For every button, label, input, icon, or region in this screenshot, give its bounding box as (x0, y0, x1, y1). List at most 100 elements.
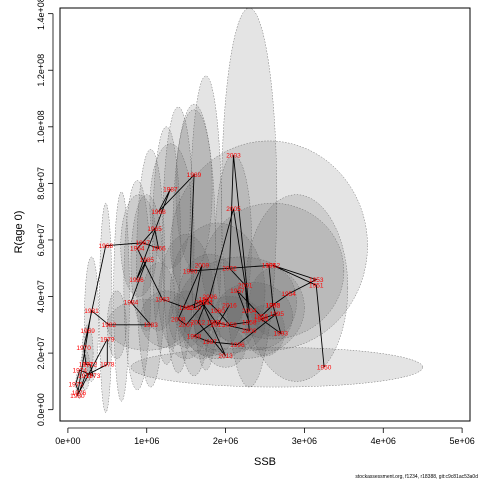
year-label-2005: 2005 (226, 206, 241, 213)
year-label-1994: 1994 (254, 316, 269, 323)
uncertainty-ellipse-28 (183, 313, 221, 360)
year-label-2007: 2007 (179, 322, 194, 329)
year-label-1999: 1999 (207, 319, 222, 326)
year-label-1991: 1991 (262, 263, 277, 270)
y-tick-label-2.0e+07: 2.0e+07 (36, 337, 46, 370)
year-label-1995: 1995 (270, 311, 285, 318)
year-label-1980: 1980 (70, 393, 85, 400)
x-tick-label-1e+06: 1e+06 (134, 436, 159, 446)
year-label-1998: 1998 (187, 333, 202, 340)
y-tick-label-8.0e+07: 8.0e+07 (36, 167, 46, 200)
year-label-1956: 1956 (254, 314, 269, 321)
y-tick-label-1.2e+08: 1.2e+08 (36, 54, 46, 87)
year-label-1961: 1961 (199, 297, 214, 304)
year-label-1965: 1965 (147, 226, 162, 233)
year-label-2013: 2013 (218, 353, 233, 360)
uncertainty-ellipse-33 (84, 256, 99, 382)
year-label-2009: 2009 (195, 263, 210, 270)
year-label-1966: 1966 (151, 246, 166, 253)
year-label-1978: 1978 (100, 362, 115, 369)
y-axis-label: R(age 0) (13, 211, 25, 254)
year-label-2008: 2008 (171, 316, 186, 323)
uncertainty-ellipse-15 (213, 282, 293, 351)
uncertainty-ellipse-12 (178, 256, 305, 360)
year-label-1975: 1975 (69, 382, 84, 389)
year-label-1954: 1954 (281, 291, 296, 298)
axes: 0e+00 1e+06 2e+06 3e+06 4e+06 5e+06 0.0e+00 2.0… (36, 0, 475, 446)
year-label-2010: 2010 (187, 305, 202, 312)
footer-text: stockassessment.org, f1234, r18388, git:… (355, 474, 478, 480)
uncertainty-ellipse-9 (99, 202, 113, 413)
year-label-1979: 1979 (100, 336, 115, 343)
year-label-1955: 1955 (266, 302, 281, 309)
uncertainty-ellipse-23 (175, 109, 213, 269)
year-label-2000: 2000 (242, 328, 257, 335)
uncertainty-ellipse-14 (130, 347, 423, 388)
year-label-1977: 1977 (78, 373, 93, 380)
uncertainty-ellipse-26 (245, 304, 285, 357)
year-label-1952: 1952 (266, 263, 281, 270)
x-tick-label-2e+06: 2e+06 (213, 436, 238, 446)
trajectory-line (75, 155, 325, 396)
year-label-1974: 1974 (72, 367, 87, 374)
year-label-2002: 2002 (222, 266, 237, 273)
year-label-1953: 1953 (309, 277, 324, 284)
year-label-1971: 1971 (79, 362, 94, 369)
year-label-1973: 1973 (86, 373, 101, 380)
uncertainty-ellipse-22 (149, 143, 192, 269)
year-label-2011: 2011 (199, 299, 213, 306)
year-label-1960: 1960 (210, 308, 225, 315)
year-label-1983: 1983 (143, 322, 158, 329)
year-label-1951: 1951 (309, 283, 324, 290)
y-tick-label-1.0e+08: 1.0e+08 (36, 110, 46, 143)
year-label-1985: 1985 (139, 257, 154, 264)
x-tick-label-5e+06: 5e+06 (449, 436, 474, 446)
year-label-1958: 1958 (242, 319, 257, 326)
year-label-1981: 1981 (84, 308, 99, 315)
y-tick-label-4.0e+07: 4.0e+07 (36, 280, 46, 313)
year-label-1957: 1957 (230, 288, 245, 295)
x-axis-label: SSB (254, 456, 276, 468)
year-label-1970: 1970 (76, 345, 91, 352)
year-label-2012: 2012 (191, 319, 206, 326)
uncertainty-ellipses (75, 7, 423, 413)
uncertainty-ellipse-21 (120, 194, 158, 297)
year-label-1993: 1993 (274, 331, 289, 338)
year-label-1976: 1976 (72, 390, 87, 397)
y-tick-label-1.4e+08: 1.4e+08 (36, 0, 46, 30)
year-label-1964: 1964 (130, 246, 145, 253)
year-label-2015: 2015 (210, 322, 225, 329)
year-label-2006: 2006 (203, 294, 218, 301)
year-label-1989: 1989 (187, 172, 202, 179)
year-label-1967: 1967 (136, 240, 151, 247)
y-tick-label-0.0e+00: 0.0e+00 (36, 393, 46, 426)
year-label-2014: 2014 (195, 299, 210, 306)
x-tick-label-0e+00: 0e+00 (55, 436, 80, 446)
x-tick-label-3e+06: 3e+06 (292, 436, 317, 446)
year-label-1997: 1997 (203, 339, 218, 346)
year-label-1990: 1990 (183, 268, 198, 275)
year-label-1963: 1963 (155, 297, 170, 304)
year-label-1972: 1972 (83, 362, 98, 369)
uncertainty-ellipse-5 (152, 126, 181, 365)
year-label-1969: 1969 (80, 328, 95, 335)
uncertainty-ellipse-27 (205, 327, 246, 368)
uncertainty-ellipse-30 (142, 262, 175, 331)
uncertainty-ellipse-18 (158, 234, 214, 360)
y-tick-label-6.0e+07: 6.0e+07 (36, 224, 46, 257)
year-label-1984: 1984 (124, 299, 139, 306)
x-tick-label-4e+06: 4e+06 (371, 436, 396, 446)
year-label-1962: 1962 (179, 305, 194, 312)
year-label-1988: 1988 (151, 209, 166, 216)
year-label-1982: 1982 (102, 322, 117, 329)
year-label-1959: 1959 (222, 322, 237, 329)
year-label-1992: 1992 (266, 302, 281, 309)
year-label-2016: 2016 (222, 302, 237, 309)
year-label-1986: 1986 (129, 277, 144, 284)
uncertainty-ellipse-4 (162, 106, 195, 374)
year-label-2001: 2001 (238, 283, 253, 290)
year-label-2003: 2003 (226, 152, 241, 159)
plot-frame (59, 7, 471, 422)
